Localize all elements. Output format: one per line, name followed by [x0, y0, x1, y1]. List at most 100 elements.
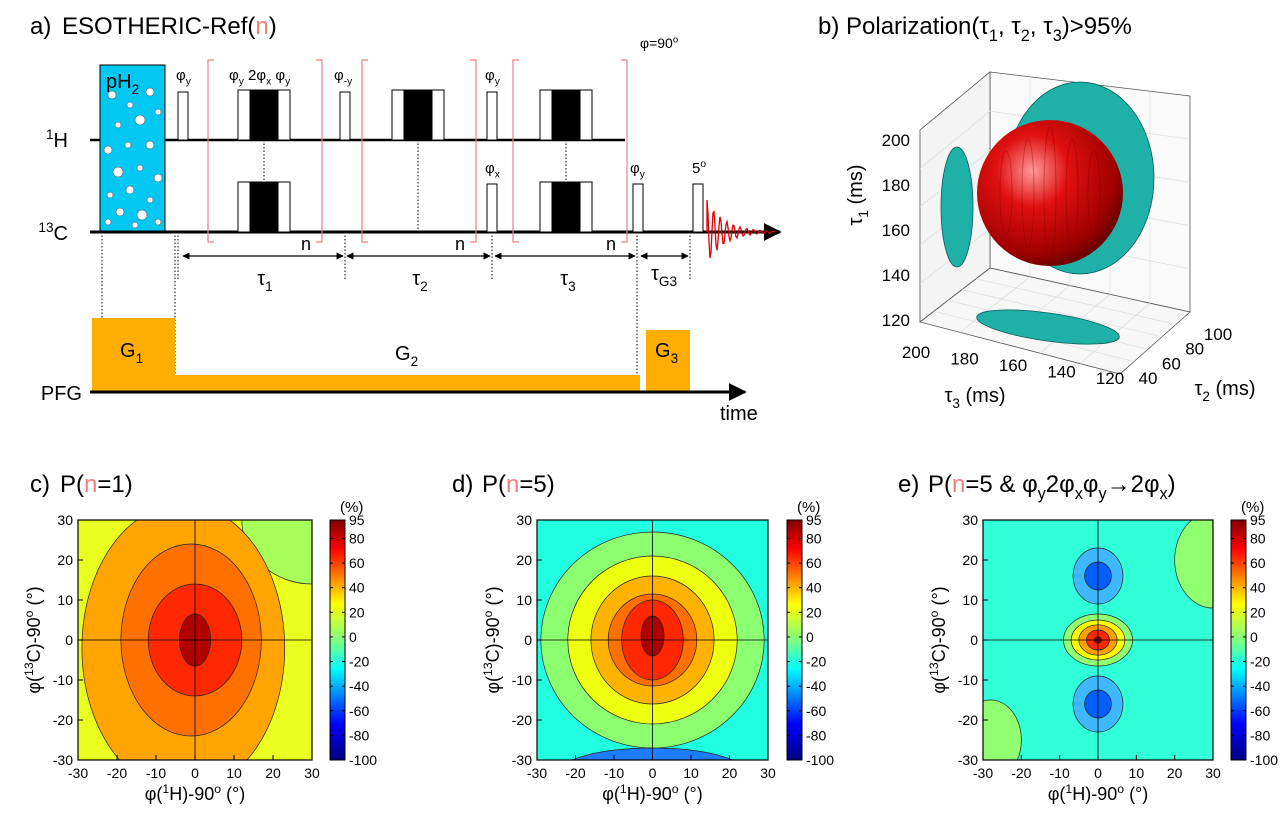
bubble: [145, 87, 155, 97]
loop-bracket: [621, 59, 628, 243]
text-part: 1: [856, 210, 871, 218]
colorbar-tick-label: 40: [806, 580, 822, 596]
text-part: Polarization(τ: [846, 13, 989, 40]
x-tick-label: 10: [683, 765, 699, 781]
text-part: 1: [46, 127, 54, 142]
pulse-group: [249, 89, 279, 141]
gradient-label: G3: [655, 340, 678, 366]
panel-label: d): [452, 471, 473, 498]
text-part: y: [1038, 485, 1047, 503]
x-tick-label: 10: [1129, 765, 1145, 781]
text-part: , τ: [1030, 13, 1053, 40]
x-tick-label: 0: [191, 765, 199, 781]
contour-level: [983, 699, 1022, 760]
bubble: [103, 145, 113, 155]
pulse: [339, 91, 351, 141]
gradient-pulse: [92, 318, 175, 392]
x-tick-label: -20: [107, 765, 127, 781]
text-part: 1: [136, 351, 144, 366]
colorbar-unit: (%): [340, 499, 363, 516]
text-part: 2: [1202, 389, 1210, 404]
text-part: y: [239, 77, 245, 88]
bubble: [154, 218, 162, 226]
x-tick-label: -30: [68, 765, 88, 781]
colorbar-tick-label: 20: [1250, 604, 1266, 620]
loop-bracket: [470, 59, 477, 243]
bubble: [153, 173, 163, 183]
bubble: [107, 90, 117, 100]
text-part: τ: [257, 268, 265, 290]
text-part: (°): [929, 586, 949, 610]
phase-label: φy: [485, 67, 501, 88]
axis-label: φ(13C)-90o (°): [481, 586, 503, 693]
colorbar-tick-label: -100: [349, 752, 377, 768]
colorbar: [786, 519, 803, 761]
axis-label: φ(1H)-90o (°): [145, 782, 246, 804]
delay-label: τ2: [412, 268, 427, 294]
bubble: [136, 164, 144, 172]
text-part: P(: [928, 471, 952, 498]
y-tick-label: 10: [962, 592, 978, 608]
text-part: pH: [106, 71, 132, 93]
y-tick-label: 140: [882, 266, 910, 285]
x-tick-label: 20: [265, 765, 281, 781]
text-part: τ: [944, 385, 952, 407]
text-part: 2: [411, 354, 419, 369]
colorbar-tick-label: 0: [349, 629, 357, 645]
line: [919, 110, 991, 169]
text-part: φ: [1083, 471, 1099, 498]
x-tick-label: 10: [226, 765, 242, 781]
delay-label: τ3: [560, 268, 575, 294]
text-part: , τ: [998, 13, 1021, 40]
gradient-label: G1: [120, 340, 143, 366]
colorbar-tick-label: -20: [806, 654, 826, 670]
text-part: 2: [132, 82, 140, 97]
text-part: 3: [568, 279, 576, 294]
x-tick-label: 0: [1094, 765, 1102, 781]
phase-label: φy 2φx φy: [229, 67, 291, 88]
colorbar-tick-label: -60: [349, 703, 369, 719]
colorbar-tick-label: 40: [349, 580, 365, 596]
x-tick-label: 100: [1204, 325, 1232, 344]
bubble: [125, 185, 135, 195]
x-tick-label: -30: [527, 765, 547, 781]
loop-bracket: [512, 59, 519, 243]
text-part: G3: [659, 274, 677, 289]
text-part: τ: [651, 263, 659, 285]
pulse: [486, 91, 498, 141]
text-part: 13: [38, 220, 53, 235]
contour-level: [241, 520, 312, 585]
text-part: (ms): [845, 164, 867, 210]
colorbar-tick-label: -40: [1250, 678, 1270, 694]
text-part: n: [255, 13, 268, 40]
colorbar-tick-label: -20: [349, 654, 369, 670]
y-tick-label: 10: [516, 592, 532, 608]
x-tick-label: 80: [1185, 340, 1204, 359]
text-part: o: [214, 782, 221, 796]
panel-label: b): [818, 13, 839, 40]
text-part: (ms): [1210, 378, 1256, 400]
bubble: [115, 207, 125, 217]
text-part: 3: [952, 396, 960, 411]
x-tick-label: -30: [973, 765, 993, 781]
x-tick-label: 20: [722, 765, 738, 781]
surface-ridge: [1043, 126, 1057, 260]
text-part: o: [22, 610, 36, 617]
text-part: φ: [485, 160, 495, 177]
panel-title: Polarization(τ1, τ2, τ3)>95%: [846, 13, 1132, 45]
text-part: τ: [1194, 378, 1202, 400]
colorbar: [1230, 519, 1247, 761]
ph2-label: pH2: [106, 71, 139, 97]
text-part: τ: [845, 218, 867, 226]
text-part: φ: [176, 67, 186, 84]
colorbar-tick-label: 80: [349, 530, 365, 546]
loop-bracket: [361, 59, 368, 243]
text-part: C)-90: [483, 617, 503, 662]
y-tick-label: 120: [882, 311, 910, 330]
y-tick-label: 160: [882, 221, 910, 240]
y-tick-label: -10: [53, 672, 73, 688]
text-part: 1: [162, 782, 169, 796]
delay-label: τ1: [257, 268, 272, 294]
panel-title: P(n=5): [482, 471, 555, 498]
text-part: o: [673, 34, 678, 45]
